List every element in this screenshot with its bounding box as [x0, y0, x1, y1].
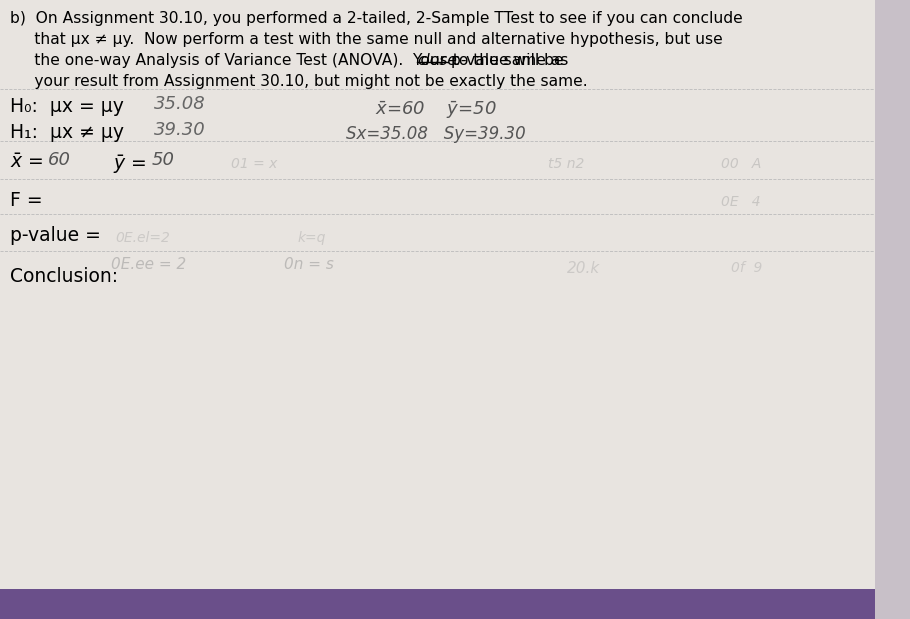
Text: $\bar{y}$ =: $\bar{y}$ =	[114, 153, 148, 176]
Text: k=q: k=q	[298, 231, 327, 245]
Text: 39.30: 39.30	[154, 121, 206, 139]
Text: $\bar{x}$ =: $\bar{x}$ =	[10, 153, 45, 172]
Text: 0E.el=2: 0E.el=2	[116, 231, 170, 245]
Text: H₀:  μx = μy: H₀: μx = μy	[10, 97, 124, 116]
Text: 0f  9: 0f 9	[731, 261, 762, 275]
Text: 60: 60	[48, 151, 71, 169]
Text: Conclusion:: Conclusion:	[10, 267, 117, 286]
Text: to the same as: to the same as	[448, 53, 569, 68]
Text: your result from Assignment 30.10, but might not be exactly the same.: your result from Assignment 30.10, but m…	[10, 74, 587, 89]
Text: F =: F =	[10, 191, 42, 210]
Text: 01 = x: 01 = x	[231, 157, 277, 171]
Text: 0n = s: 0n = s	[284, 257, 333, 272]
Text: b)  On Assignment 30.10, you performed a 2-tailed, 2-Sample TTest to see if you : b) On Assignment 30.10, you performed a …	[10, 11, 743, 26]
Text: that μx ≠ μy.  Now perform a test with the same null and alternative hypothesis,: that μx ≠ μy. Now perform a test with th…	[10, 32, 723, 47]
FancyBboxPatch shape	[0, 589, 875, 619]
Text: 50: 50	[152, 151, 175, 169]
Text: 00   A: 00 A	[721, 157, 762, 171]
Text: Sx=35.08   Sy=39.30: Sx=35.08 Sy=39.30	[346, 125, 526, 143]
Text: 35.08: 35.08	[154, 95, 206, 113]
Text: H₁:  μx ≠ μy: H₁: μx ≠ μy	[10, 123, 124, 142]
Text: t5 n2: t5 n2	[548, 157, 584, 171]
Text: p-value =: p-value =	[10, 226, 100, 245]
Text: close: close	[417, 53, 457, 68]
Text: $\bar{x}$=60    $\bar{y}$=50: $\bar{x}$=60 $\bar{y}$=50	[375, 99, 497, 121]
Text: the one-way Analysis of Variance Test (ANOVA).  Your p-value will be: the one-way Analysis of Variance Test (A…	[10, 53, 568, 68]
Text: 0E   4: 0E 4	[721, 195, 761, 209]
FancyBboxPatch shape	[0, 0, 875, 589]
Text: 0E.ee = 2: 0E.ee = 2	[110, 257, 186, 272]
Text: 20.k: 20.k	[567, 261, 601, 276]
